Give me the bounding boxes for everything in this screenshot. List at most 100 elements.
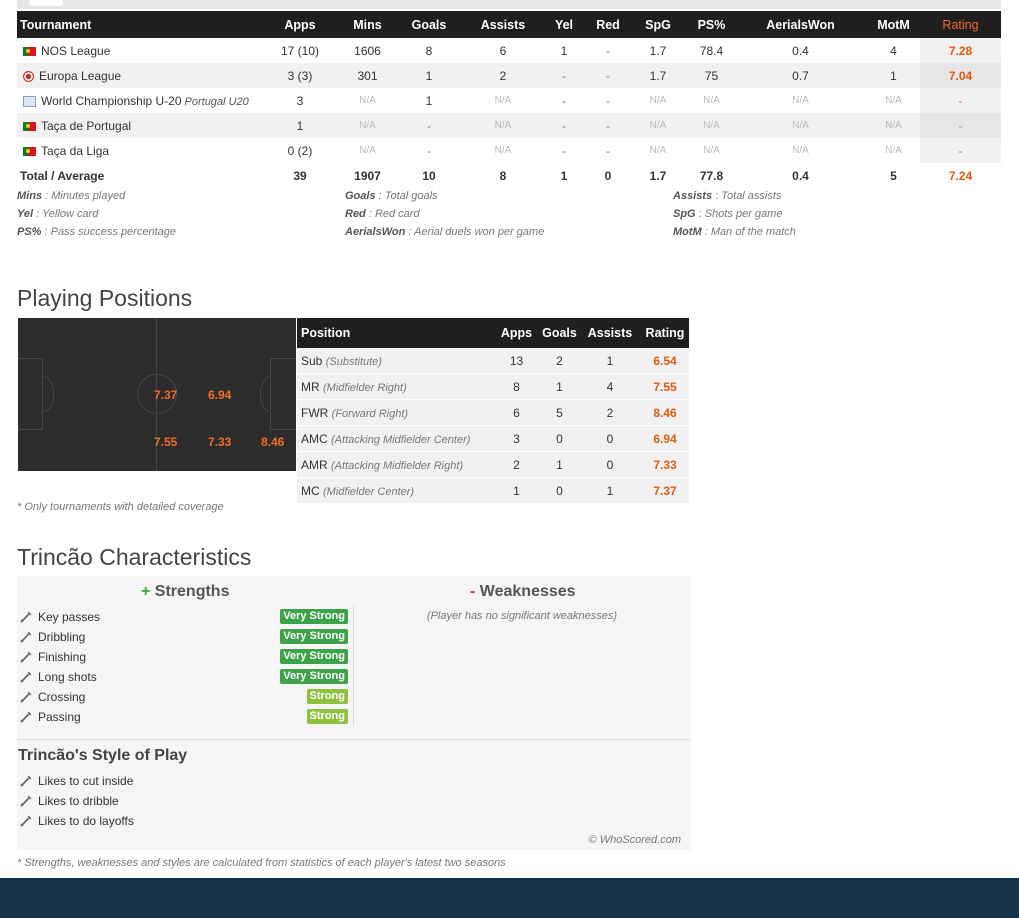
pitch-rating-mr: 7.55 (154, 435, 178, 449)
tab-handle[interactable] (29, 0, 63, 6)
strength-level-badge: Strong (306, 709, 348, 724)
sword-icon (20, 794, 32, 807)
position-cell: AMR (Attacking Midfielder Right) (297, 451, 493, 478)
sword-icon (20, 690, 32, 703)
section-title-characteristics: Trincão Characteristics (17, 544, 252, 570)
col-header-aerials[interactable]: AerialsWon (734, 11, 867, 38)
sword-icon (20, 774, 32, 787)
apps-cell: 1 (256, 113, 344, 138)
legend-desc: : Yellow card (33, 208, 99, 220)
page-footer (0, 878, 1019, 918)
rating-cell: 7.04 (920, 63, 1001, 88)
goals-cell: 1 (391, 88, 467, 113)
total-ps: 77.8 (689, 163, 734, 189)
legend-desc: : Pass success percentage (41, 226, 176, 238)
aerials-cell: 0.7 (734, 63, 867, 88)
col-header-rating[interactable]: Rating (641, 318, 689, 348)
legend-desc: : Man of the match (701, 226, 796, 238)
table-row: World Championship U-20 Portugal U20 3 N/… (17, 88, 1001, 113)
col-header-apps[interactable]: Apps (493, 318, 540, 348)
strength-level-badge: Very Strong (280, 629, 348, 644)
apps-cell: 8 (493, 373, 540, 400)
position-desc: (Forward Right) (331, 407, 409, 420)
total-rating: 7.24 (920, 163, 1001, 189)
spg-cell: N/A (627, 113, 689, 138)
fifa-icon (23, 95, 36, 107)
col-header-ps[interactable]: PS% (689, 11, 734, 38)
col-header-rating[interactable]: Rating (920, 11, 1001, 38)
position-cell: Sub (Substitute) (297, 348, 493, 374)
col-header-position[interactable]: Position (297, 318, 493, 348)
rating-cell: 8.46 (641, 399, 689, 426)
yel-cell: - (539, 63, 589, 88)
style-label: Likes to cut inside (38, 774, 134, 788)
table-header-row: Tournament Apps Mins Goals Assists Yel R… (17, 11, 1001, 38)
rating-cell: 6.94 (641, 425, 689, 452)
tournament-link[interactable]: World Championship U-20 (41, 93, 182, 108)
col-header-red[interactable]: Red (589, 11, 627, 38)
pitch-rating-fwr: 8.46 (261, 435, 285, 449)
sword-icon (20, 710, 32, 723)
weaknesses-heading: - Weaknesses (470, 583, 576, 601)
col-header-mins[interactable]: Mins (344, 11, 391, 38)
strength-label: Key passes (38, 610, 101, 624)
aerials-cell: N/A (734, 88, 867, 113)
style-of-play-heading: Trincão's Style of Play (18, 747, 188, 764)
col-header-tournament[interactable]: Tournament (17, 11, 256, 38)
ps-cell: N/A (689, 138, 734, 163)
ps-cell: 78.4 (689, 38, 734, 63)
pitch-rating-mc: 7.37 (154, 388, 178, 402)
col-header-yel[interactable]: Yel (539, 11, 589, 38)
total-assists: 8 (467, 163, 539, 189)
spg-cell: 1.7 (627, 38, 689, 63)
coverage-note: * Only tournaments with detailed coverag… (17, 501, 224, 513)
tournament-link[interactable]: Taça de Portugal (41, 118, 132, 133)
red-cell: - (589, 63, 627, 88)
col-header-assists[interactable]: Assists (579, 318, 641, 348)
goals-cell: 8 (391, 38, 467, 63)
table-row: Europa League 3 (3) 301 1 2 - - 1.7 75 0… (17, 63, 1001, 88)
legend-item: PS% : Pass success percentage (17, 224, 176, 242)
total-goals: 10 (391, 163, 467, 189)
legend-abbr: Red (345, 208, 366, 220)
position-desc: (Substitute) (325, 355, 382, 368)
tournament-link[interactable]: Taça da Liga (41, 143, 110, 158)
strength-item: Dribbling (20, 628, 85, 646)
total-red: 0 (589, 163, 627, 189)
europa-league-icon (23, 70, 34, 82)
motm-cell: N/A (867, 113, 920, 138)
tournament-link[interactable]: Europa League (39, 68, 122, 83)
position-code: FWR (301, 405, 329, 420)
team-note[interactable]: Portugal U20 (184, 95, 249, 108)
apps-cell: 1 (493, 477, 540, 504)
legend-desc: : Shots per game (695, 208, 783, 220)
table-row: MR (Midfielder Right) 8 1 4 7.55 (297, 373, 689, 400)
apps-cell: 0 (2) (256, 138, 344, 163)
legend-abbr: PS% (17, 226, 42, 238)
yel-cell: - (539, 138, 589, 163)
position-desc: (Attacking Midfielder Center) (331, 433, 471, 446)
col-header-assists[interactable]: Assists (467, 11, 539, 38)
assists-cell: N/A (467, 88, 539, 113)
strength-label: Dribbling (38, 630, 86, 644)
portugal-flag-icon (23, 46, 36, 56)
portugal-flag-icon (23, 146, 36, 156)
aerials-cell: N/A (734, 113, 867, 138)
apps-cell: 3 (3) (256, 63, 344, 88)
col-header-apps[interactable]: Apps (256, 11, 344, 38)
col-header-spg[interactable]: SpG (627, 11, 689, 38)
col-header-goals[interactable]: Goals (391, 11, 467, 38)
characteristics-panel: + Strengths - Weaknesses (Player has no … (17, 576, 691, 850)
motm-cell: N/A (867, 138, 920, 163)
apps-cell: 3 (493, 425, 540, 452)
tournament-cell: World Championship U-20 Portugal U20 (17, 88, 256, 113)
aerials-cell: 0.4 (734, 38, 867, 63)
legend-desc: : Total goals (375, 190, 438, 202)
legend-column: Goals : Total goals Red : Red card Aeria… (345, 188, 544, 242)
strength-level-badge: Very Strong (280, 669, 348, 684)
col-header-goals[interactable]: Goals (540, 318, 579, 348)
tournament-link[interactable]: NOS League (41, 43, 111, 58)
strength-label: Long shots (38, 670, 97, 684)
sword-icon (20, 650, 32, 663)
col-header-motm[interactable]: MotM (867, 11, 920, 38)
